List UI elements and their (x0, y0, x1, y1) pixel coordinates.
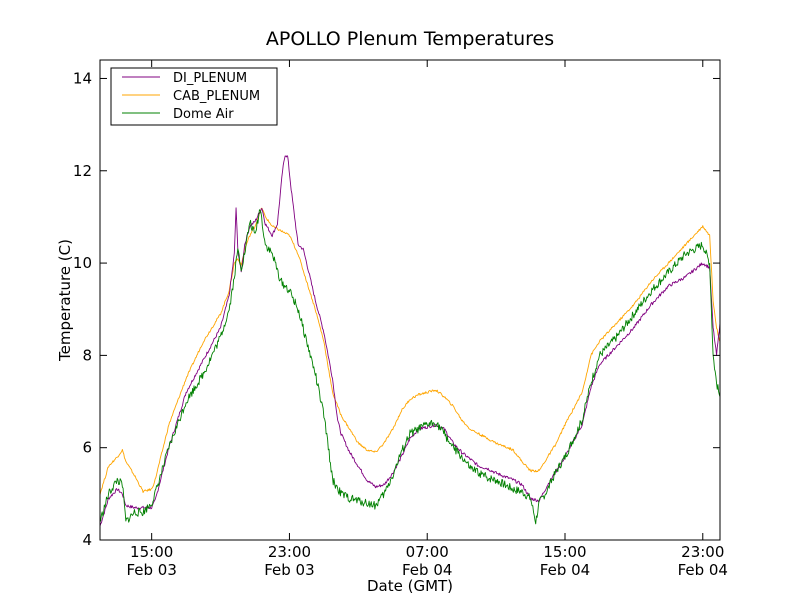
y-tick-label: 4 (82, 531, 92, 549)
y-tick-label: 10 (73, 254, 92, 272)
legend: DI_PLENUM CAB_PLENUM Dome Air (110, 67, 278, 126)
x-tick-date-label: Feb 04 (678, 561, 728, 579)
y-axis-label: Temperature (C) (56, 239, 74, 362)
x-axis-label: Date (GMT) (367, 577, 453, 595)
x-tick-date-label: Feb 03 (126, 561, 176, 579)
chart-title: APOLLO Plenum Temperatures (266, 28, 554, 50)
legend-label-dome-air: Dome Air (173, 107, 234, 122)
y-axis-ticks: 4 6 8 10 12 14 (73, 69, 720, 549)
series-line-cab-plenum (99, 207, 721, 496)
x-tick-time-label: 15:00 (130, 543, 173, 561)
plot-frame (99, 59, 721, 541)
y-tick-label: 8 (82, 346, 92, 364)
x-tick-time-label: 15:00 (543, 543, 586, 561)
x-tick-time-label: 23:00 (681, 543, 724, 561)
x-tick-date-label: Feb 04 (402, 561, 452, 579)
series-line-di-plenum (99, 155, 721, 527)
x-tick-time-label: 07:00 (406, 543, 449, 561)
legend-label-di-plenum: DI_PLENUM (173, 71, 247, 86)
series-line-dome-air (99, 209, 721, 525)
y-tick-label: 6 (82, 439, 92, 457)
x-tick-date-label: Feb 04 (540, 561, 590, 579)
legend-label-cab-plenum: CAB_PLENUM (173, 89, 260, 104)
series-layer (99, 155, 721, 527)
x-tick-time-label: 23:00 (268, 543, 311, 561)
y-tick-label: 14 (73, 69, 92, 87)
y-tick-label: 12 (73, 162, 92, 180)
x-tick-date-label: Feb 03 (264, 561, 314, 579)
